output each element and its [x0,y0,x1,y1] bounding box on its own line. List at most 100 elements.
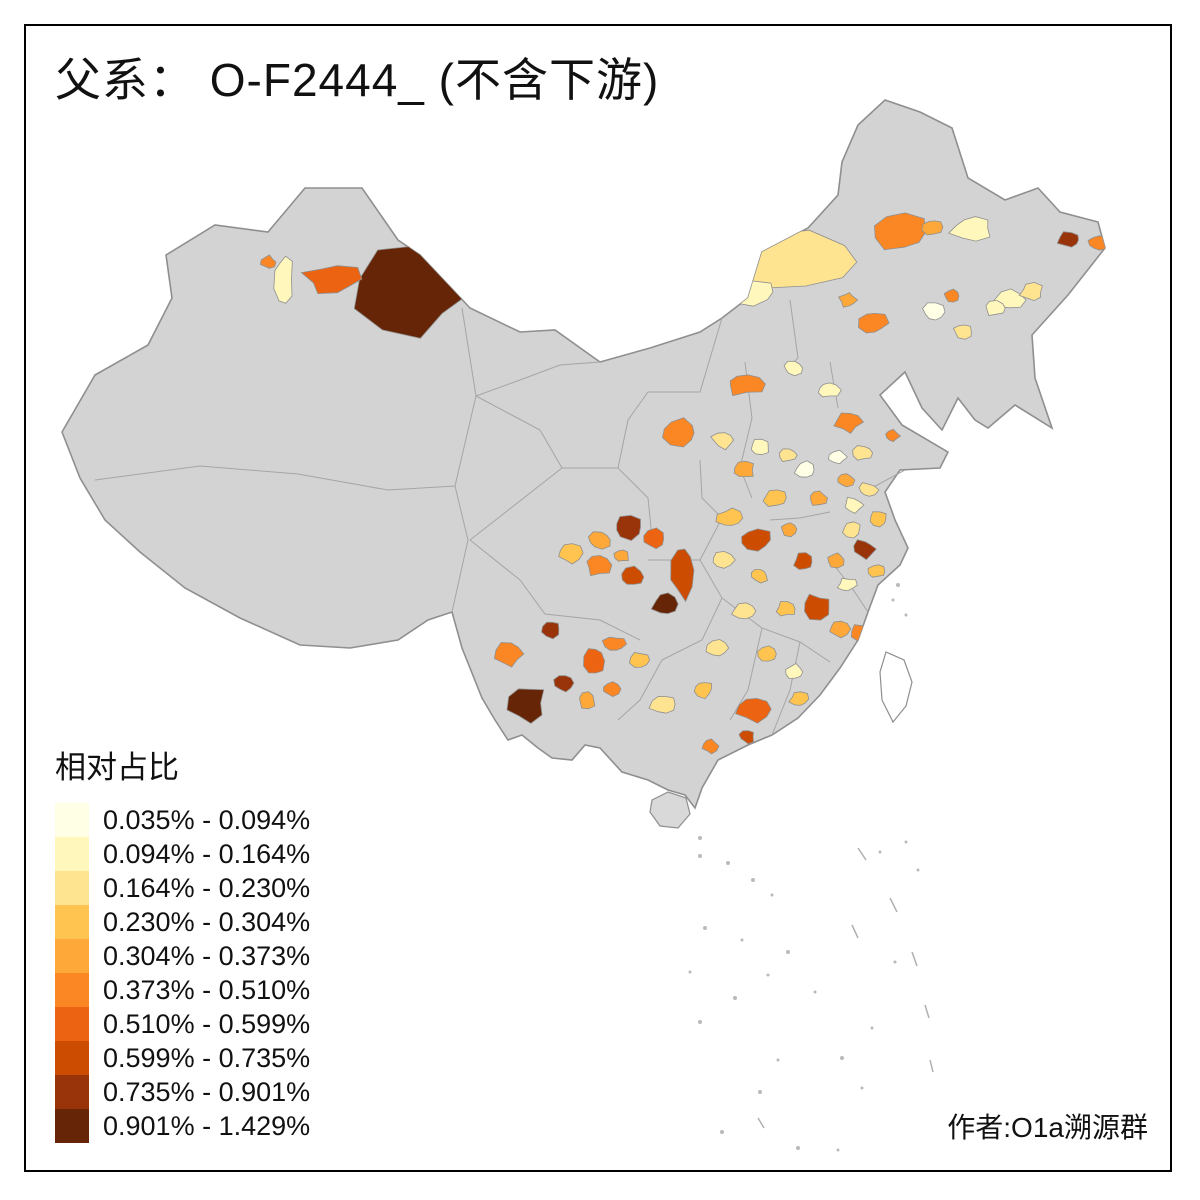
map-region [850,624,871,642]
islet-speck [836,1148,840,1152]
map-region [885,428,902,443]
islet-speck [860,1086,864,1090]
map-region [506,688,545,724]
map-region [541,621,560,640]
boundary-dash [851,924,859,939]
map-region [629,652,651,668]
legend-row: 0.373% - 0.510% [55,973,310,1007]
map-region [869,511,887,528]
legend-label: 0.094% - 0.164% [103,838,311,869]
map-region [788,691,810,706]
legend: 相对占比 0.035% - 0.094% 0.094% - 0.164% 0.164… [55,742,310,1143]
credit: 作者:O1a溯源群 [947,1112,1148,1143]
map-region [775,601,796,617]
legend-row: 0.094% - 0.164% [55,837,310,871]
islet-speck [786,950,790,954]
islet-speck [813,990,817,994]
boundary-dash [911,951,918,967]
legend-swatch [55,973,89,1007]
legend-swatch [55,1109,89,1143]
legend-swatch [55,1007,89,1041]
islet-speck [698,1020,702,1024]
legend-label: 0.373% - 0.510% [103,974,311,1005]
map-region [836,577,858,591]
islet-speck [776,1058,780,1062]
map-region [738,730,754,745]
map-region [844,496,865,514]
islet-speck [740,938,744,942]
islet-speck [893,960,897,964]
page-title: 父系： O-F2444_ (不含下游) [55,54,660,106]
province-borders [94,299,906,736]
map-region [648,695,676,714]
map-region [583,648,606,674]
legend-label: 0.304% - 0.373% [103,940,311,971]
legend-row: 0.230% - 0.304% [55,905,310,939]
map-region [259,254,277,269]
map-region [729,374,766,397]
map-region [587,531,611,550]
south-china-sea-islands [688,583,920,1152]
islet-speck [770,893,774,897]
islet-speck [840,1056,844,1060]
map-region [757,645,777,662]
legend-label: 0.735% - 0.901% [103,1076,311,1107]
islet-speck [698,836,702,840]
map-region [1056,231,1079,248]
map-region [586,555,613,577]
legend-label: 0.230% - 0.304% [103,906,311,937]
map-region [750,569,768,584]
islet-speck [726,861,730,865]
map-region [603,681,622,698]
islet-speck [916,868,920,872]
map-region [793,552,813,570]
map-region [858,482,880,497]
map-region [558,543,584,565]
map-region [715,507,744,526]
map-region [643,527,665,550]
map-region [733,460,754,478]
map-region [650,592,679,615]
map-region [701,738,720,755]
legend-row: 0.735% - 0.901% [55,1075,310,1109]
islet-speck [720,1130,724,1134]
boundary-dash [889,897,898,913]
map-region [579,691,596,710]
islet-speck [870,1026,874,1030]
map-region [873,212,927,251]
boundary-dash [924,1004,930,1019]
map-region [817,382,842,398]
islet-speck [891,598,895,602]
legend-title: 相对占比 [55,750,179,785]
map-region [670,548,695,603]
islet-speck [733,996,737,1000]
map-region [853,539,877,561]
map-region [827,552,845,569]
legend-label: 0.599% - 0.735% [103,1042,311,1073]
taiwan-island [879,651,913,724]
map-region [793,460,815,478]
map-region [837,292,859,308]
map-region [985,300,1006,316]
legend-swatch [55,1041,89,1075]
map-region [493,642,525,668]
map-region [852,445,874,461]
map-region [833,412,865,434]
legend-row: 0.599% - 0.735% [55,1041,310,1075]
map-region [710,432,735,451]
map-region [662,417,695,448]
map-region [273,255,293,304]
map-region [300,265,363,295]
map-region [621,565,645,585]
map-region [809,490,829,506]
map-region [1018,281,1043,302]
legend-swatch [55,837,89,871]
islet-speck [766,973,770,977]
map-region [828,449,849,465]
map-region [842,521,861,539]
map-region [922,302,946,321]
map-region [762,489,787,507]
legend-swatch [55,1075,89,1109]
map-region [837,473,856,488]
